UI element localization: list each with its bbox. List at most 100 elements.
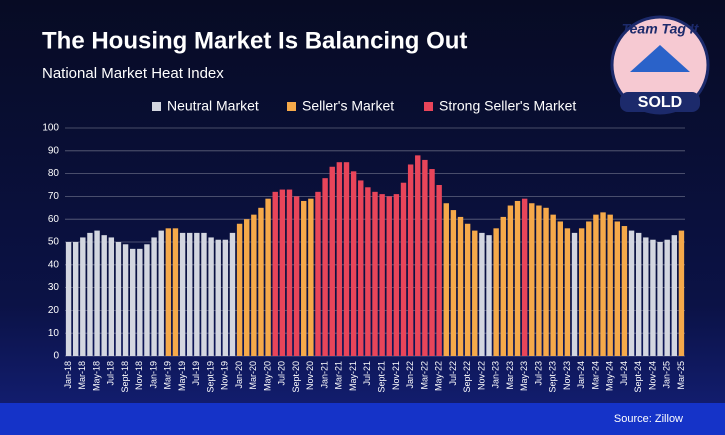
- x-tick-label: Jul-18: [106, 361, 116, 386]
- x-tick-label: Jan-22: [405, 361, 415, 389]
- x-tick-label: May-19: [177, 361, 187, 391]
- x-tick-label: Sept-19: [205, 361, 215, 393]
- legend-label: Neutral Market: [167, 98, 259, 114]
- bar: [187, 232, 193, 356]
- bar: [593, 214, 599, 356]
- x-tick-label: Nov-19: [220, 361, 230, 390]
- chart-subtitle: National Market Heat Index: [42, 65, 224, 82]
- bar: [457, 216, 464, 356]
- bar: [657, 242, 663, 356]
- bar: [586, 221, 592, 356]
- x-tick-label: Jan-18: [63, 361, 73, 389]
- bar: [514, 200, 521, 356]
- y-tick-label: 70: [48, 191, 60, 202]
- bar: [407, 164, 414, 356]
- bar: [194, 232, 200, 356]
- x-tick-label: May-20: [262, 361, 272, 391]
- x-tick-label: Nov-20: [305, 361, 315, 390]
- bar: [115, 242, 122, 356]
- x-tick-label: Jan-24: [576, 361, 586, 389]
- bar: [464, 223, 471, 356]
- bar: [322, 178, 328, 356]
- y-tick-label: 80: [48, 168, 60, 179]
- bar: [308, 198, 314, 356]
- x-tick-label: Mar-20: [248, 361, 258, 390]
- x-tick-label: Sept-23: [548, 361, 558, 393]
- x-tick-label: Jul-24: [619, 361, 629, 386]
- bar: [172, 228, 179, 356]
- x-tick-label: Nov-18: [134, 361, 144, 390]
- x-tick-label: Sept-20: [291, 361, 301, 393]
- x-tick-label: Sept-22: [462, 361, 472, 393]
- logo: Team Tag It SOLD: [610, 15, 710, 115]
- x-tick-label: Mar-22: [419, 361, 429, 390]
- bar: [379, 194, 385, 356]
- bar: [486, 235, 492, 356]
- bar: [643, 237, 649, 356]
- bar: [422, 159, 428, 356]
- logo-text: Team Tag It: [622, 21, 700, 37]
- bar: [343, 162, 350, 356]
- bar: [543, 207, 549, 356]
- bar: [365, 187, 371, 356]
- bar: [179, 232, 186, 356]
- x-tick-label: May-22: [434, 361, 444, 391]
- bar: [429, 169, 435, 356]
- x-tick-label: Sept-21: [377, 361, 387, 393]
- y-tick-label: 10: [48, 328, 60, 339]
- bar: [578, 228, 585, 356]
- bar: [607, 214, 613, 356]
- bar: [336, 162, 343, 356]
- bar: [350, 171, 357, 356]
- bar: [436, 185, 442, 356]
- bar: [137, 248, 143, 356]
- bar: [293, 196, 300, 356]
- bar: [550, 214, 556, 356]
- x-tick-label: May-21: [348, 361, 358, 391]
- bar: [678, 230, 685, 356]
- bar: [222, 239, 229, 356]
- x-tick-label: Nov-21: [391, 361, 401, 390]
- bar: [286, 189, 293, 356]
- bar: [94, 230, 100, 356]
- logo-banner: [620, 92, 700, 112]
- y-tick-label: 60: [48, 214, 60, 225]
- bar: [600, 212, 606, 356]
- bar: [158, 230, 164, 356]
- bar: [479, 232, 485, 356]
- x-tick-label: Jan-21: [319, 361, 329, 389]
- bar: [215, 239, 221, 356]
- bar: [500, 216, 506, 356]
- legend-label: Strong Seller's Market: [439, 98, 576, 114]
- y-tick-label: 20: [48, 305, 60, 316]
- bar: [664, 239, 670, 356]
- y-tick-label: 30: [48, 282, 60, 293]
- x-tick-label: May-18: [91, 361, 101, 391]
- bar: [72, 242, 79, 356]
- bar: [244, 219, 250, 356]
- bar: [415, 155, 421, 356]
- bar: [258, 207, 264, 356]
- bar: [358, 180, 364, 356]
- bar: [450, 210, 457, 356]
- y-tick-label: 50: [48, 237, 60, 248]
- bar: [507, 205, 514, 356]
- bar: [251, 214, 257, 356]
- y-tick-label: 40: [48, 259, 60, 270]
- bar: [108, 237, 115, 356]
- x-tick-label: May-24: [605, 361, 615, 391]
- bar: [144, 244, 150, 356]
- bar: [80, 237, 86, 356]
- bar: [208, 237, 214, 356]
- bar: [671, 235, 678, 356]
- source: Source: Zillow: [614, 413, 683, 425]
- bar: [521, 198, 528, 356]
- bar: [122, 244, 129, 356]
- x-tick-label: Jul-23: [533, 361, 543, 386]
- y-tick-label: 90: [48, 145, 60, 156]
- x-tick-label: Mar-25: [676, 361, 686, 390]
- bar: [279, 189, 286, 356]
- x-tick-label: Jan-25: [662, 361, 672, 389]
- bar: [165, 228, 172, 356]
